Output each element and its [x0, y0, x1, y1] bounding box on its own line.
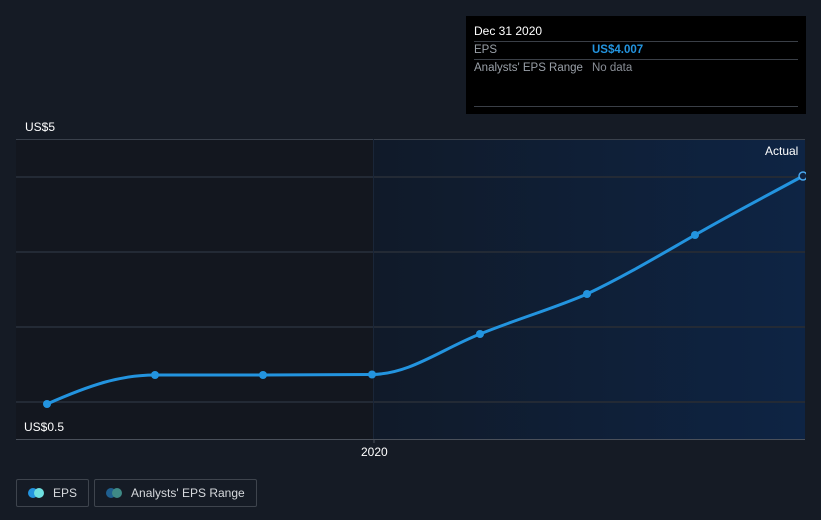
legend-eps-label: EPS: [53, 486, 78, 500]
legend-analysts-range-label: Analysts' EPS Range: [131, 486, 245, 500]
analysts-range-legend-icon: [106, 488, 123, 498]
tooltip-row-range: Analysts' EPS Range No data: [474, 59, 798, 77]
chart-svg: [16, 130, 821, 450]
tooltip-range-label: Analysts' EPS Range: [474, 62, 583, 74]
tooltip-eps-label: EPS: [474, 44, 498, 56]
gridlines: [16, 176, 805, 403]
tooltip-range-value: No data: [592, 62, 633, 74]
legend-item-eps[interactable]: EPS: [16, 479, 90, 507]
eps-point[interactable]: [583, 290, 591, 298]
eps-point[interactable]: [259, 371, 267, 379]
past-region: [16, 139, 373, 439]
eps-point[interactable]: [476, 330, 484, 338]
eps-legend-icon: [28, 488, 44, 498]
eps-chart[interactable]: [0, 0, 821, 470]
tooltip-date: Dec 31 2020: [474, 24, 543, 38]
tooltip-eps-value: US$4.007: [592, 44, 644, 56]
tooltip-divider: [474, 106, 798, 107]
eps-point[interactable]: [43, 400, 51, 408]
actual-region: [373, 139, 805, 439]
legend: EPS Analysts' EPS Range: [16, 479, 257, 507]
eps-line: [45, 174, 805, 406]
eps-point[interactable]: [691, 231, 699, 239]
eps-point-highlighted[interactable]: [798, 171, 808, 181]
y-axis-min-label: US$0.5: [24, 420, 65, 434]
eps-point[interactable]: [151, 371, 159, 379]
legend-item-analysts-range[interactable]: Analysts' EPS Range: [94, 479, 257, 507]
eps-point[interactable]: [368, 370, 376, 379]
actual-region-label: Actual: [765, 144, 799, 158]
x-axis-label-2020: 2020: [361, 445, 388, 459]
tooltip: Dec 31 2020 EPS US$4.007 Analysts' EPS R…: [466, 16, 806, 114]
eps-points[interactable]: [43, 231, 699, 408]
tooltip-row-eps: EPS US$4.007: [474, 41, 798, 59]
right-margin: [806, 130, 821, 450]
y-axis-max-label: US$5: [25, 120, 56, 134]
